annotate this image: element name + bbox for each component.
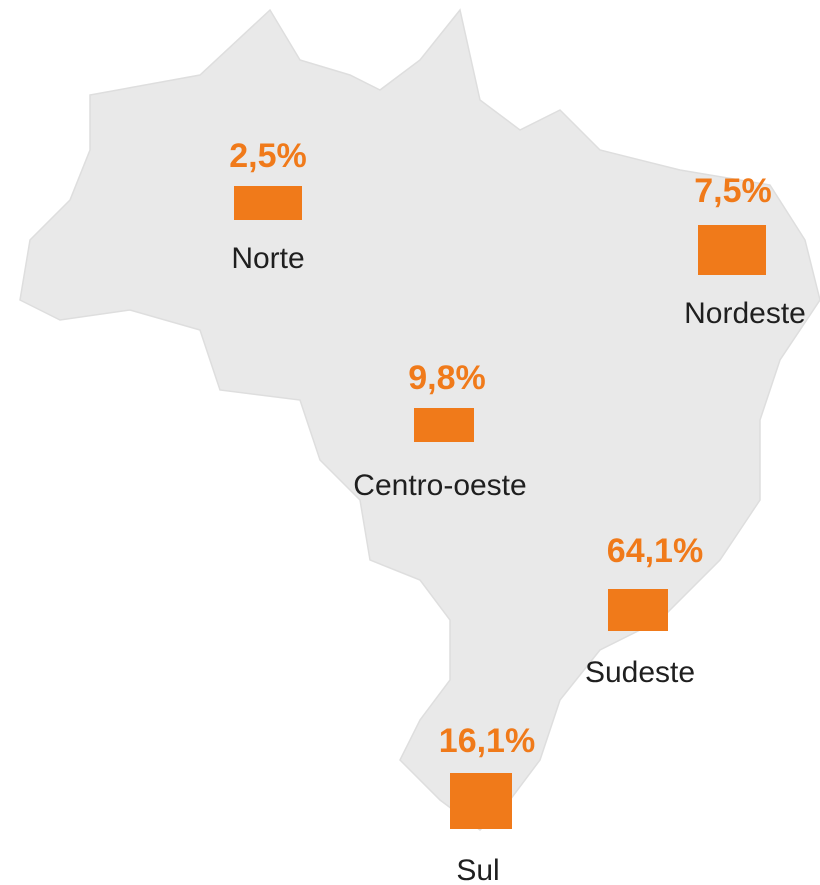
- region-name: Sul: [456, 854, 499, 885]
- region-marker: [414, 408, 474, 442]
- region-name: Norte: [231, 242, 304, 275]
- region-value: 9,8%: [408, 359, 486, 397]
- region-name: Centro-oeste: [353, 469, 526, 502]
- region-value: 16,1%: [439, 722, 535, 760]
- region-marker: [608, 589, 668, 631]
- region-value: 64,1%: [607, 532, 703, 570]
- region-marker: [450, 773, 512, 829]
- region-value: 7,5%: [694, 172, 772, 210]
- region-value: 2,5%: [229, 137, 307, 175]
- region-name: Sudeste: [585, 656, 695, 689]
- region-name: Nordeste: [684, 297, 806, 330]
- region-marker: [698, 225, 766, 275]
- region-marker: [234, 186, 302, 220]
